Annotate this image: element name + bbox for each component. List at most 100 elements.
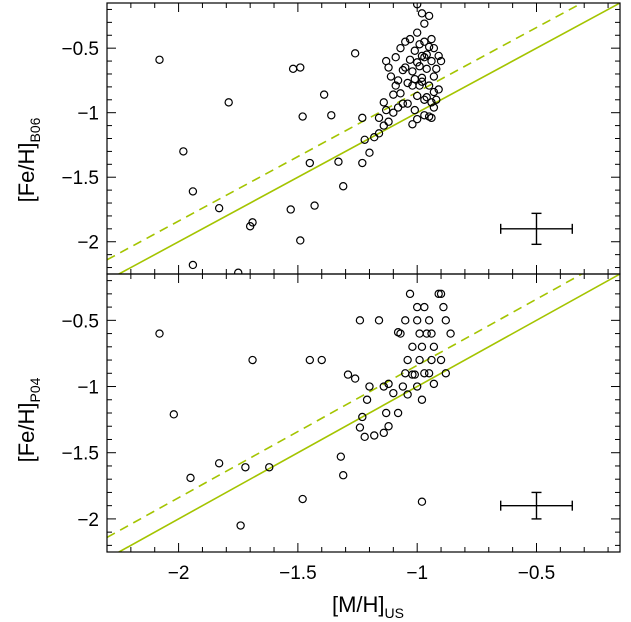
bottom-y-tick-label: −1.5: [61, 444, 99, 465]
bottom-data-point: [436, 289, 446, 299]
top-data-point: [398, 65, 408, 75]
top-data-point: [420, 111, 429, 120]
top-data-point: [374, 113, 384, 123]
top-data-point: [360, 135, 369, 144]
bottom-data-point: [415, 329, 424, 338]
bottom-data-point: [417, 342, 427, 352]
bottom-y-tick-label: −0.5: [61, 311, 99, 332]
bottom-data-point: [427, 355, 436, 365]
bottom-data-point: [339, 471, 348, 480]
top-data-point: [422, 64, 431, 74]
bottom-data-point: [412, 382, 422, 391]
bottom-data-point: [410, 370, 419, 379]
bottom-y-axis-label-main: [Fe/H]: [14, 403, 39, 463]
bottom-data-point: [398, 382, 408, 391]
bottom-x-tick-label: −0.5: [518, 563, 556, 584]
top-data-point: [381, 105, 391, 115]
top-data-point: [339, 182, 348, 191]
top-data-point: [155, 55, 164, 64]
top-data-point: [429, 43, 439, 53]
bottom-data-point: [336, 452, 346, 461]
bottom-data-point: [422, 329, 431, 338]
bottom-data-point: [379, 428, 388, 438]
bottom-data-point: [214, 459, 224, 468]
bottom-data-point: [374, 316, 384, 325]
top-data-point: [327, 111, 336, 120]
bottom-data-point: [381, 408, 391, 418]
bottom-x-tick-label: −1.5: [279, 563, 317, 584]
bottom-dashed-reference-line: [107, 274, 584, 539]
top-data-point: [396, 43, 405, 53]
top-data-point: [424, 81, 434, 90]
bottom-data-point: [446, 329, 455, 338]
bottom-data-point: [417, 497, 427, 506]
bottom-data-point: [405, 289, 415, 299]
top-data-point: [420, 95, 429, 104]
top-data-point: [415, 62, 424, 71]
top-data-point: [434, 51, 443, 61]
bottom-data-point: [429, 379, 439, 389]
bottom-data-point: [305, 355, 315, 365]
top-data-point: [436, 56, 446, 66]
top-data-point: [384, 117, 393, 126]
bottom-y-tick-label: −1: [77, 378, 99, 399]
bottom-data-point: [360, 432, 369, 442]
top-data-point: [429, 87, 439, 97]
bottom-data-point: [169, 410, 179, 419]
top-data-point: [417, 77, 427, 86]
top-data-point: [245, 222, 255, 231]
top-data-point: [422, 93, 431, 102]
top-data-point: [427, 34, 436, 44]
bottom-data-point: [401, 316, 410, 325]
x-axis-label-sub: US: [385, 605, 404, 621]
top-data-point: [298, 112, 307, 121]
top-data-point: [412, 114, 422, 124]
top-data-point: [389, 90, 398, 99]
bottom-panel: −0.5 −1 −1.5 −2 −2 −1.5 −1 −0.5: [61, 273, 621, 584]
bottom-data-point: [186, 473, 195, 483]
top-data-point: [410, 105, 419, 115]
bottom-data-point: [265, 463, 274, 472]
top-data-point: [224, 98, 233, 107]
top-data-point: [188, 260, 198, 270]
top-data-point: [429, 72, 439, 81]
top-data-point: [381, 56, 391, 66]
bottom-data-point: [365, 382, 374, 391]
top-y-tick-label: −1: [77, 104, 99, 125]
top-data-point: [288, 64, 298, 74]
bottom-x-tick-label: −1: [406, 563, 428, 584]
top-data-point: [214, 203, 224, 213]
bottom-data-point: [343, 370, 353, 379]
top-data-point: [405, 55, 415, 64]
bottom-data-point: [439, 302, 448, 312]
top-data-point: [305, 158, 315, 168]
top-data-point: [420, 37, 429, 46]
top-data-point: [403, 78, 412, 88]
top-data-point: [412, 91, 422, 101]
top-data-point: [403, 99, 412, 108]
bottom-data-point: [155, 329, 164, 338]
bottom-data-point: [393, 408, 403, 418]
bottom-data-point: [350, 374, 360, 383]
top-data-point: [410, 46, 419, 55]
bottom-data-point: [403, 355, 412, 365]
top-data-point: [422, 50, 431, 59]
top-data-point: [420, 19, 429, 28]
top-data-point: [427, 98, 436, 107]
x-axis-label: [M/H]US: [332, 592, 404, 621]
bottom-data-point: [355, 316, 365, 325]
top-y-tick-label: −2: [77, 233, 99, 254]
bottom-data-point: [236, 521, 245, 530]
top-data-point: [434, 85, 443, 94]
top-data-point: [188, 187, 198, 196]
bottom-data-point: [441, 369, 451, 378]
bottom-data-point: [412, 302, 422, 312]
top-data-point: [415, 40, 424, 49]
top-data-point: [350, 49, 360, 58]
top-data-point: [358, 113, 367, 123]
top-plot-frame: [106, 2, 621, 275]
top-data-point: [398, 99, 408, 108]
top-data-point: [379, 121, 388, 130]
top-data-point: [179, 147, 188, 156]
bottom-data-point: [396, 329, 405, 338]
